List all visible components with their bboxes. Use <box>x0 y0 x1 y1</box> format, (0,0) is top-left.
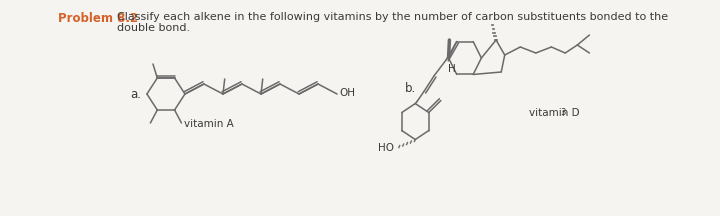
Text: 3: 3 <box>560 108 565 117</box>
Text: vitamin D: vitamin D <box>529 108 580 118</box>
Text: OH: OH <box>340 88 356 98</box>
Text: HO: HO <box>378 143 394 152</box>
Text: Problem 8.2: Problem 8.2 <box>58 12 138 25</box>
Text: double bond.: double bond. <box>117 23 190 33</box>
Text: H: H <box>448 64 456 73</box>
Text: b.: b. <box>405 81 415 95</box>
Text: Classify each alkene in the following vitamins by the number of carbon substitue: Classify each alkene in the following vi… <box>117 12 667 22</box>
Text: a.: a. <box>130 87 141 100</box>
Text: vitamin A: vitamin A <box>184 119 234 129</box>
